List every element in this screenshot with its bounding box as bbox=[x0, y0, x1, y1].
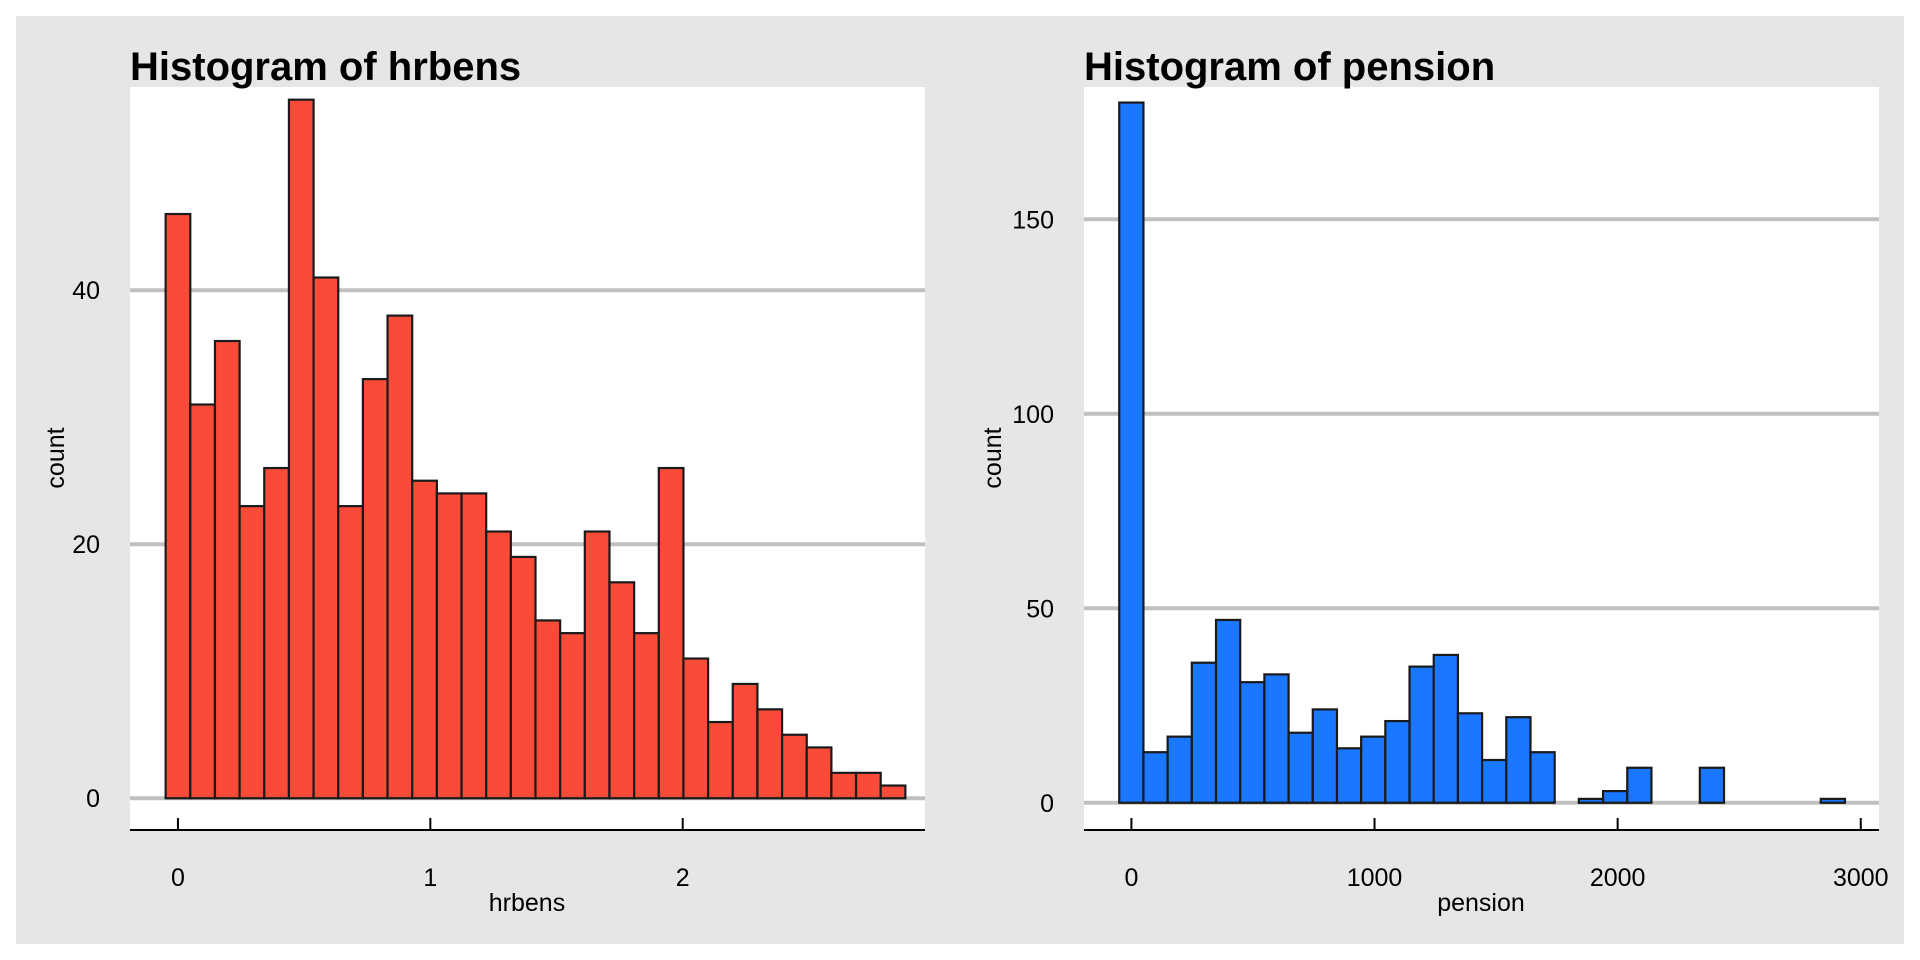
y-ticks: 0 50 100 150 bbox=[1012, 206, 1054, 818]
histogram-bar bbox=[287, 98, 315, 800]
histogram-bar bbox=[1214, 618, 1242, 804]
x-tick-label: 0 bbox=[171, 864, 185, 892]
histogram-bar bbox=[682, 657, 710, 800]
histogram-bar bbox=[411, 479, 438, 800]
histogram-bar bbox=[1311, 708, 1339, 804]
bars bbox=[164, 98, 907, 800]
histogram-bar bbox=[805, 746, 833, 800]
y-tick-label: 100 bbox=[1012, 401, 1054, 429]
x-ticks: 0 1000 2000 3000 bbox=[1124, 818, 1889, 892]
histogram-bar bbox=[854, 771, 882, 800]
histogram-bar bbox=[1456, 712, 1484, 804]
histogram-bar bbox=[879, 784, 907, 800]
histogram-bar bbox=[1360, 735, 1387, 804]
histogram-bar bbox=[657, 466, 685, 800]
histogram-bar bbox=[1432, 653, 1460, 804]
chart-title: Histogram of hrbens bbox=[130, 45, 521, 89]
histogram-bar bbox=[164, 212, 192, 800]
histogram-bar bbox=[509, 555, 537, 800]
histogram-bar bbox=[1166, 735, 1193, 804]
histogram-bar bbox=[1481, 758, 1508, 804]
histogram-bar bbox=[1408, 665, 1435, 804]
histogram-bar bbox=[189, 403, 217, 800]
histogram-bar bbox=[1142, 751, 1169, 804]
y-axis-label: count bbox=[979, 427, 1007, 488]
y-tick-label: 0 bbox=[1040, 790, 1054, 818]
histogram-bar bbox=[608, 581, 636, 800]
histogram-bar bbox=[633, 632, 660, 800]
histogram-bar bbox=[707, 720, 734, 800]
histogram-bar bbox=[830, 771, 858, 800]
histogram-bar bbox=[1287, 731, 1314, 804]
histogram-bar bbox=[1263, 673, 1290, 804]
hrbens-histogram-panel: 0 1 2 0 20 40 Histogram of hrbens hrbens cou… bbox=[16, 16, 950, 944]
histogram-bar bbox=[731, 682, 759, 800]
x-axis-label: hrbens bbox=[489, 889, 565, 917]
chart-title: Histogram of pension bbox=[1084, 45, 1495, 89]
histogram-bar bbox=[238, 505, 266, 800]
y-tick-label: 40 bbox=[72, 277, 100, 305]
histogram-bar bbox=[1577, 797, 1605, 804]
histogram-bar bbox=[386, 314, 414, 800]
x-tick-label: 0 bbox=[1124, 864, 1138, 892]
histogram-bar bbox=[213, 339, 241, 800]
histogram-bar bbox=[460, 492, 488, 800]
histogram-bar bbox=[337, 505, 364, 800]
y-tick-label: 0 bbox=[86, 785, 100, 813]
y-axis-label: count bbox=[42, 427, 70, 488]
x-ticks: 0 1 2 bbox=[171, 818, 690, 892]
histogram-bar bbox=[1529, 751, 1556, 804]
y-tick-label: 50 bbox=[1026, 595, 1054, 623]
pension-histogram-panel: 0 1000 2000 3000 0 50 100 150 Histogram of pen… bbox=[950, 16, 1904, 944]
x-tick-label: 1000 bbox=[1347, 864, 1403, 892]
x-axis-label: pension bbox=[1437, 889, 1525, 917]
histogram-bar bbox=[756, 708, 784, 800]
histogram-bar bbox=[1384, 719, 1411, 804]
y-tick-label: 150 bbox=[1012, 206, 1054, 234]
histogram-bar bbox=[583, 530, 611, 800]
histogram-bar bbox=[1698, 766, 1726, 804]
histogram-bar bbox=[1626, 766, 1653, 804]
histogram-bar bbox=[361, 378, 389, 800]
histogram-bar bbox=[1239, 681, 1266, 804]
histogram-bar bbox=[559, 632, 586, 800]
x-tick-label: 1 bbox=[423, 864, 437, 892]
histogram-bar bbox=[435, 492, 463, 800]
x-tick-label: 2000 bbox=[1590, 864, 1646, 892]
histogram-bar bbox=[1118, 101, 1145, 804]
histogram-bar bbox=[1601, 789, 1629, 804]
histogram-bar bbox=[1335, 747, 1363, 804]
bars bbox=[1118, 101, 1847, 804]
y-ticks: 0 20 40 bbox=[72, 277, 100, 813]
histogram-bar bbox=[780, 733, 808, 800]
histogram-bar bbox=[534, 619, 562, 800]
y-tick-label: 20 bbox=[72, 531, 100, 559]
histogram-bar bbox=[263, 466, 291, 800]
histogram-bar bbox=[1505, 716, 1532, 804]
histogram-bar bbox=[1819, 797, 1847, 804]
histogram-bar bbox=[312, 276, 340, 800]
x-tick-label: 3000 bbox=[1833, 864, 1889, 892]
histogram-bar bbox=[485, 530, 512, 800]
histogram-bar bbox=[1190, 661, 1218, 804]
x-tick-label: 2 bbox=[676, 864, 690, 892]
